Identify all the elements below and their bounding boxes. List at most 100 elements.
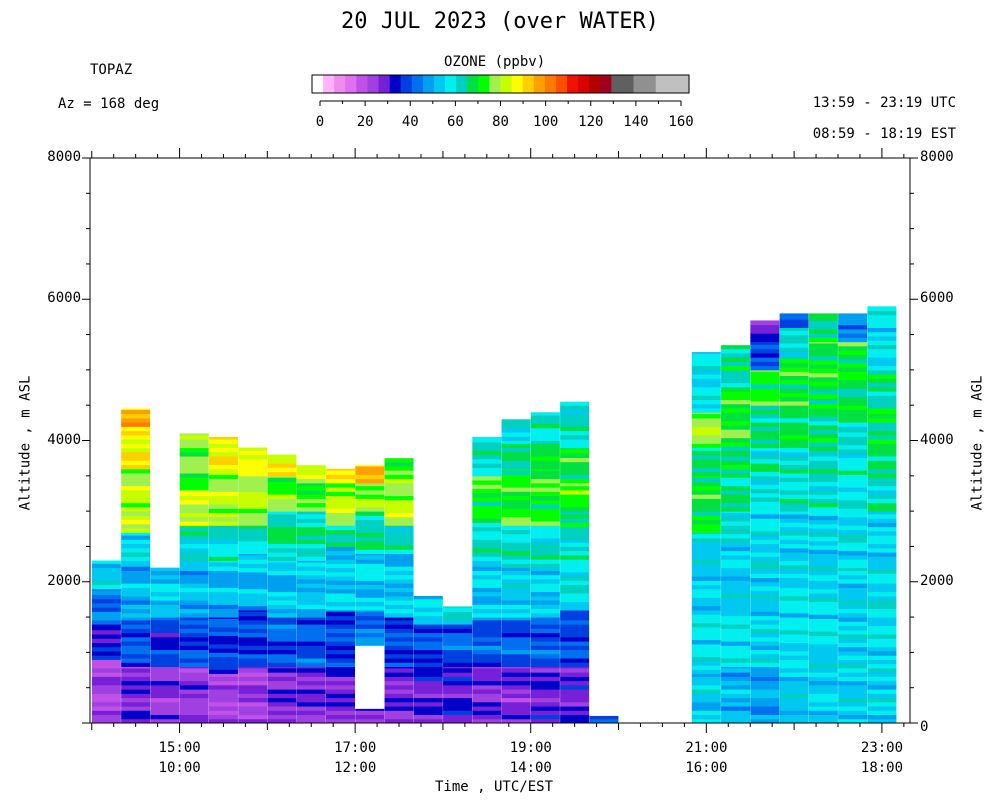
ozone-cell xyxy=(267,454,297,460)
ozone-cell xyxy=(867,513,897,519)
ozone-cell xyxy=(296,706,326,711)
ozone-cell xyxy=(501,427,531,433)
ozone-cell xyxy=(413,619,443,625)
ozone-cell xyxy=(355,619,385,625)
ozone-cell xyxy=(150,612,180,618)
ozone-cell xyxy=(296,697,326,703)
ozone-cell xyxy=(91,567,121,573)
ozone-cell xyxy=(384,474,414,480)
ozone-cell xyxy=(560,714,590,720)
ozone-cell xyxy=(750,662,780,667)
ozone-cell xyxy=(326,593,356,598)
ozone-cell xyxy=(121,570,151,576)
ozone-cell xyxy=(750,409,780,415)
ozone-cell xyxy=(838,706,868,711)
ozone-cell xyxy=(384,706,414,711)
ozone-cell xyxy=(384,591,414,597)
ozone-cell xyxy=(691,626,721,632)
ozone-cell xyxy=(750,492,780,498)
ozone-cell xyxy=(721,437,751,443)
ozone-cell xyxy=(384,689,414,694)
ozone-cell xyxy=(179,489,209,492)
ozone-cell xyxy=(838,436,868,441)
ozone-cell xyxy=(530,423,560,429)
ozone-cell xyxy=(560,518,590,523)
ozone-cell xyxy=(838,604,868,610)
ozone-cell xyxy=(560,706,590,711)
ozone-cell xyxy=(443,619,473,625)
ozone-cell xyxy=(326,667,356,673)
ozone-cell xyxy=(721,653,751,659)
ozone-cell xyxy=(808,328,838,334)
ozone-cell xyxy=(779,552,809,557)
ozone-cell xyxy=(750,375,780,381)
ozone-cell xyxy=(530,672,560,677)
ozone-cell xyxy=(530,645,560,651)
ozone-cell xyxy=(867,573,897,579)
ozone-cell xyxy=(267,502,297,508)
ozone-cell xyxy=(838,440,868,446)
ozone-cell xyxy=(501,504,531,509)
ozone-cell xyxy=(721,516,751,522)
ozone-cell xyxy=(121,617,151,621)
ozone-cell xyxy=(691,618,721,624)
ozone-cell xyxy=(355,588,385,594)
ozone-cell xyxy=(838,316,868,321)
ozone-cell xyxy=(691,554,721,560)
ozone-cell xyxy=(355,563,385,569)
ozone-cell xyxy=(808,593,838,598)
left-tick-label: 6000 xyxy=(47,290,81,307)
colorbar-swatch xyxy=(611,75,624,93)
x-tick-label-utc: 23:00 xyxy=(860,740,904,756)
ozone-cell xyxy=(779,477,809,482)
ozone-cell xyxy=(179,591,209,597)
ozone-cell xyxy=(867,621,897,627)
ozone-cell xyxy=(750,628,780,634)
ozone-cell xyxy=(501,706,531,711)
ozone-cell xyxy=(179,468,209,474)
ozone-cell xyxy=(296,641,326,646)
ozone-cell xyxy=(808,333,838,338)
ozone-cell xyxy=(91,580,121,586)
colorbar-swatch xyxy=(345,75,357,93)
ozone-cell xyxy=(208,451,238,457)
ozone-cell xyxy=(838,559,868,564)
ozone-cell xyxy=(179,535,209,540)
ozone-cell xyxy=(750,714,780,720)
ozone-cell xyxy=(750,509,780,515)
ozone-cell xyxy=(721,446,751,451)
ozone-cell xyxy=(326,658,356,663)
ozone-cell xyxy=(560,478,590,484)
ozone-cell xyxy=(208,470,238,475)
ozone-cell xyxy=(413,718,443,724)
ozone-cell xyxy=(472,595,502,601)
colorbar-swatch xyxy=(389,75,402,93)
ozone-cell xyxy=(691,417,721,423)
ozone-cell xyxy=(443,624,473,629)
ozone-cell xyxy=(91,634,121,639)
est-range-label: 08:59 - 18:19 EST xyxy=(812,126,956,142)
ozone-cell xyxy=(721,485,751,491)
ozone-cell xyxy=(121,600,151,605)
ozone-cell xyxy=(179,680,209,686)
ozone-cell xyxy=(779,494,809,499)
ozone-cell xyxy=(750,518,780,523)
ozone-cell xyxy=(121,408,151,410)
ozone-cell xyxy=(208,552,238,557)
ozone-cell xyxy=(560,645,590,651)
ozone-cell xyxy=(501,482,531,488)
ozone-cell xyxy=(121,701,151,707)
ozone-cell xyxy=(867,494,897,499)
ozone-cell xyxy=(238,615,268,621)
ozone-cell xyxy=(779,451,809,457)
ozone-cell xyxy=(808,416,838,422)
ozone-cell xyxy=(838,563,868,569)
ozone-cell xyxy=(560,684,590,690)
ozone-cell xyxy=(296,470,326,475)
ozone-cell xyxy=(750,535,780,540)
ozone-cell xyxy=(179,439,209,444)
ozone-cell xyxy=(179,556,209,562)
ozone-cell xyxy=(179,560,209,563)
ozone-cell xyxy=(121,498,151,504)
ozone-cell xyxy=(838,345,868,351)
